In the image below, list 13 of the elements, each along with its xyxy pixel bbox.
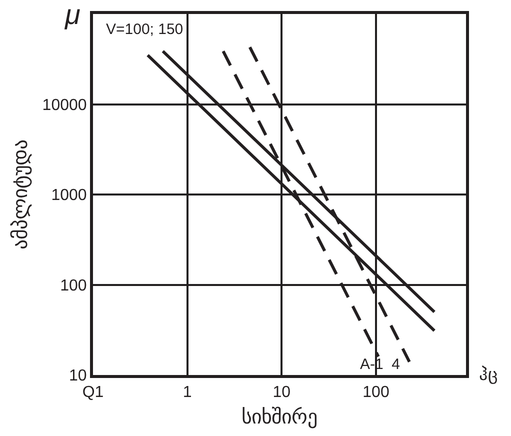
annotation: V=100; 150 <box>106 21 184 38</box>
x-tick-label: Q1 <box>82 384 104 402</box>
y-axis-title: ამპლიტუდა <box>10 140 32 250</box>
x-tick-label: 1 <box>182 384 192 402</box>
y-tick-label: 100 <box>60 277 87 294</box>
y-tick-label: 10000 <box>42 96 87 114</box>
x-axis-title: სიხშირე <box>242 406 318 429</box>
y-tick-label: 10 <box>69 368 87 385</box>
x-tick-label: 10 <box>272 384 291 402</box>
text: ჰც <box>479 365 498 385</box>
text: μ <box>64 0 80 30</box>
y-tick-label: 1000 <box>51 187 87 204</box>
x-tick-label: 100 <box>362 384 390 402</box>
